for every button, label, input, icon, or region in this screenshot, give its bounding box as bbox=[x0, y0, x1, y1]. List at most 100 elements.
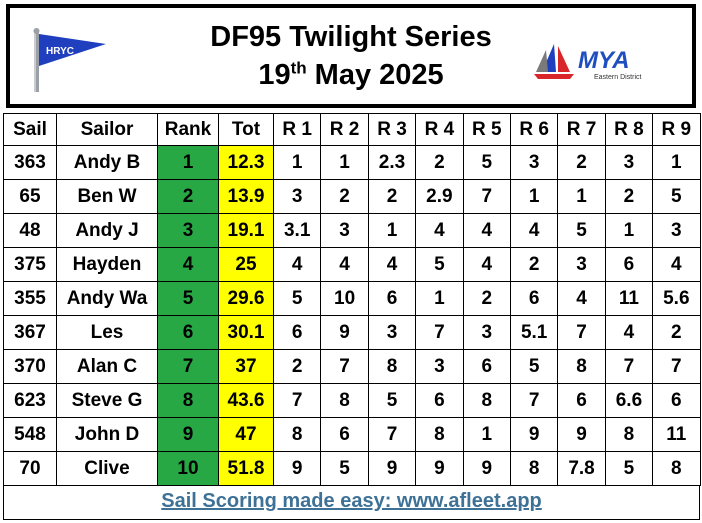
title-line-date: 19th May 2025 bbox=[10, 56, 692, 94]
race-score-cell: 7 bbox=[367, 417, 417, 452]
total-cell: 30.1 bbox=[218, 315, 274, 350]
race-score-cell: 5 bbox=[367, 383, 417, 418]
column-header-race: R 8 bbox=[604, 113, 654, 146]
race-score-discarded-cell: 11 bbox=[604, 281, 654, 316]
race-score-cell: 3 bbox=[557, 247, 606, 282]
race-score-cell: 7 bbox=[320, 349, 369, 384]
title-date-rest: May 2025 bbox=[306, 59, 444, 91]
race-score-cell: 9 bbox=[557, 417, 606, 452]
sailor-name-cell: Alan C bbox=[56, 349, 158, 384]
race-score-cell: 6 bbox=[272, 315, 322, 350]
sail-number-cell: 355 bbox=[3, 281, 57, 316]
sail-number-cell: 548 bbox=[3, 417, 57, 452]
race-score-cell: 7 bbox=[604, 349, 654, 384]
race-score-cell: 7 bbox=[272, 383, 322, 418]
sailor-name-cell: Les bbox=[56, 315, 158, 350]
race-score-cell: 8 bbox=[652, 451, 701, 486]
race-score-cell: 5 bbox=[272, 281, 322, 316]
race-score-cell: 1 bbox=[557, 179, 606, 214]
race-score-cell: 9 bbox=[415, 451, 464, 486]
sail-number-cell: 70 bbox=[3, 451, 57, 486]
race-score-cell: 1 bbox=[367, 213, 417, 248]
rank-cell: 7 bbox=[157, 349, 219, 384]
race-score-discarded-cell: 9 bbox=[272, 451, 322, 486]
page-title: DF95 Twilight Series 19th May 2025 bbox=[10, 18, 692, 94]
race-score-discarded-cell: 8 bbox=[557, 349, 606, 384]
rank-cell: 10 bbox=[157, 451, 219, 486]
column-header-race: R 3 bbox=[367, 113, 417, 146]
sail-number-cell: 623 bbox=[3, 383, 57, 418]
race-score-discarded-cell: 8 bbox=[320, 383, 369, 418]
table-row: 367 Les 6 30.1 6 9 3 7 3 5.1 7 4 2 bbox=[3, 315, 701, 350]
race-score-cell: 4 bbox=[509, 213, 559, 248]
total-cell: 12.3 bbox=[218, 145, 274, 180]
table-row: 65 Ben W 2 13.9 3 2 2 2.9 7 1 1 2 5 bbox=[3, 179, 701, 214]
race-score-cell: 4 bbox=[557, 281, 606, 316]
race-score-cell: 2 bbox=[557, 145, 606, 180]
race-score-discarded-cell: 5 bbox=[462, 145, 511, 180]
column-header-sail: Sail bbox=[3, 113, 57, 146]
race-score-discarded-cell: 6 bbox=[604, 247, 654, 282]
sail-number-cell: 370 bbox=[3, 349, 57, 384]
sail-number-cell: 375 bbox=[3, 247, 57, 282]
race-score-cell: 8 bbox=[272, 417, 322, 452]
race-score-cell: 2 bbox=[415, 145, 464, 180]
race-score-cell: 5 bbox=[604, 451, 654, 486]
race-score-cell: 2 bbox=[367, 179, 417, 214]
race-score-cell: 7 bbox=[557, 315, 606, 350]
race-score-cell: 4 bbox=[652, 247, 701, 282]
table-row: 370 Alan C 7 37 2 7 8 3 6 5 8 7 7 bbox=[3, 349, 701, 384]
total-cell: 43.6 bbox=[218, 383, 274, 418]
column-header-sailor: Sailor bbox=[56, 113, 158, 146]
sail-number-cell: 48 bbox=[3, 213, 57, 248]
race-score-discarded-cell: 8 bbox=[462, 383, 511, 418]
race-score-cell: 4 bbox=[272, 247, 322, 282]
total-cell: 19.1 bbox=[218, 213, 274, 248]
sailor-name-cell: John D bbox=[56, 417, 158, 452]
race-score-cell: 6 bbox=[509, 281, 559, 316]
rank-cell: 6 bbox=[157, 315, 219, 350]
column-header-race: R 1 bbox=[272, 113, 322, 146]
race-score-cell: 4 bbox=[462, 247, 511, 282]
table-row: 48 Andy J 3 19.1 3.1 3 1 4 4 4 5 1 3 bbox=[3, 213, 701, 248]
total-cell: 29.6 bbox=[218, 281, 274, 316]
table-row: 70 Clive 10 51.8 9 5 9 9 9 8 7.8 5 8 bbox=[3, 451, 701, 486]
sail-number-cell: 65 bbox=[3, 179, 57, 214]
table-row: 355 Andy Wa 5 29.6 5 10 6 1 2 6 4 11 5.6 bbox=[3, 281, 701, 316]
mya-hull-icon bbox=[534, 74, 574, 79]
race-score-discarded-cell: 5 bbox=[415, 247, 464, 282]
rank-cell: 4 bbox=[157, 247, 219, 282]
race-score-cell: 2 bbox=[272, 349, 322, 384]
race-score-cell: 6 bbox=[652, 383, 701, 418]
race-score-cell: 3.1 bbox=[272, 213, 322, 248]
race-score-cell: 1 bbox=[652, 145, 701, 180]
race-score-cell: 3 bbox=[652, 213, 701, 248]
race-score-discarded-cell: 9 bbox=[509, 417, 559, 452]
race-score-cell: 4 bbox=[462, 213, 511, 248]
race-score-cell: 1 bbox=[320, 145, 369, 180]
race-score-cell: 7 bbox=[652, 349, 701, 384]
race-score-cell: 8 bbox=[509, 451, 559, 486]
total-cell: 13.9 bbox=[218, 179, 274, 214]
race-score-discarded-cell: 7 bbox=[462, 179, 511, 214]
race-score-cell: 3 bbox=[415, 349, 464, 384]
column-header-race: R 2 bbox=[320, 113, 369, 146]
svg-text:Eastern District: Eastern District bbox=[594, 74, 642, 81]
race-score-cell: 7.8 bbox=[557, 451, 606, 486]
race-score-discarded-cell: 10 bbox=[320, 281, 369, 316]
rank-cell: 5 bbox=[157, 281, 219, 316]
club-pennant-icon: HRYC bbox=[33, 28, 106, 92]
sailor-name-cell: Andy Wa bbox=[56, 281, 158, 316]
sailor-name-cell: Steve G bbox=[56, 383, 158, 418]
race-score-cell: 7 bbox=[509, 383, 559, 418]
race-score-cell: 1 bbox=[604, 213, 654, 248]
rank-cell: 8 bbox=[157, 383, 219, 418]
race-score-cell: 3 bbox=[367, 315, 417, 350]
race-score-cell: 5.1 bbox=[509, 315, 559, 350]
race-score-cell: 1 bbox=[272, 145, 322, 180]
race-score-cell: 2 bbox=[320, 179, 369, 214]
footer-link[interactable]: Sail Scoring made easy: www.afleet.app bbox=[3, 485, 700, 520]
table-row: 548 John D 9 47 8 6 7 8 1 9 9 8 11 bbox=[3, 417, 701, 452]
race-score-discarded-cell: 9 bbox=[367, 451, 417, 486]
column-header-race: R 4 bbox=[415, 113, 464, 146]
